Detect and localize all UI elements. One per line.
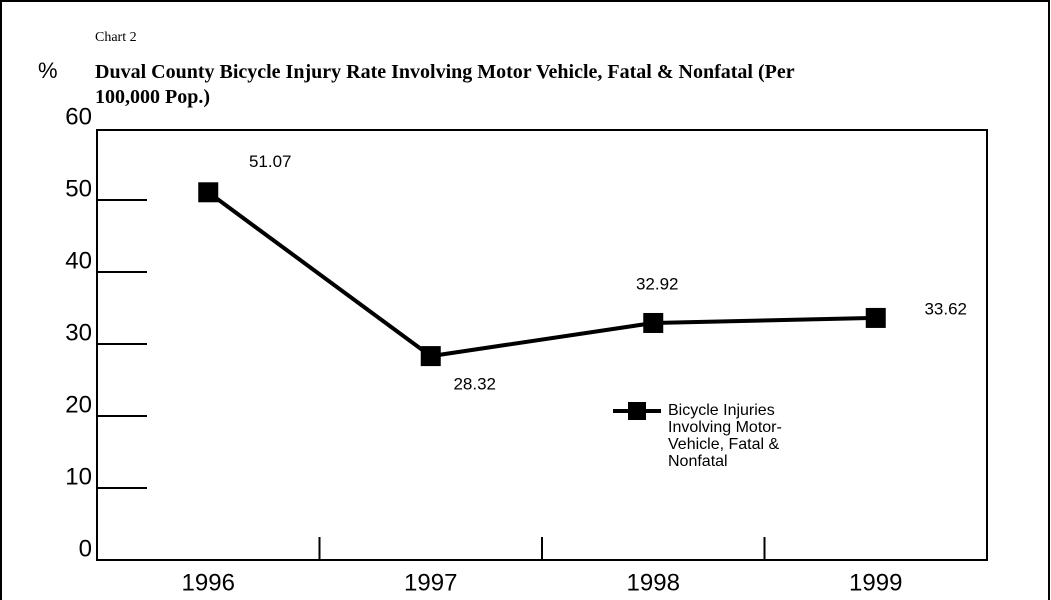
y-tick-label: 10 xyxy=(65,463,92,490)
marker xyxy=(643,312,664,333)
x-tick-label: 1998 xyxy=(627,569,680,596)
x-tick-label: 1999 xyxy=(849,569,902,596)
marker xyxy=(198,182,219,203)
y-axis-label: % xyxy=(38,58,58,83)
chart-title: Duval County Bicycle Injury Rate Involvi… xyxy=(95,61,795,108)
series-line xyxy=(207,190,876,359)
marker xyxy=(420,346,441,367)
value-label: 51.07 xyxy=(249,152,292,171)
y-tick-label: 60 xyxy=(65,103,92,130)
plot-frame xyxy=(96,129,988,561)
value-label: 28.32 xyxy=(453,375,496,394)
legend-label: Bicycle Injuries Involving Motor-Vehicle… xyxy=(668,402,782,470)
legend-marker xyxy=(628,402,646,420)
caption: Chart 2 xyxy=(95,30,137,45)
x-tick-label: 1997 xyxy=(404,569,457,596)
y-tick-label: 40 xyxy=(65,247,92,274)
y-tick-label: 0 xyxy=(79,535,92,562)
value-label: 33.62 xyxy=(924,299,967,318)
y-tick-label: 50 xyxy=(65,175,92,202)
marker xyxy=(865,307,886,328)
y-tick-label: 20 xyxy=(65,391,92,418)
value-label: 32.92 xyxy=(636,274,679,293)
x-tick-label: 1996 xyxy=(182,569,235,596)
y-tick-label: 30 xyxy=(65,319,92,346)
